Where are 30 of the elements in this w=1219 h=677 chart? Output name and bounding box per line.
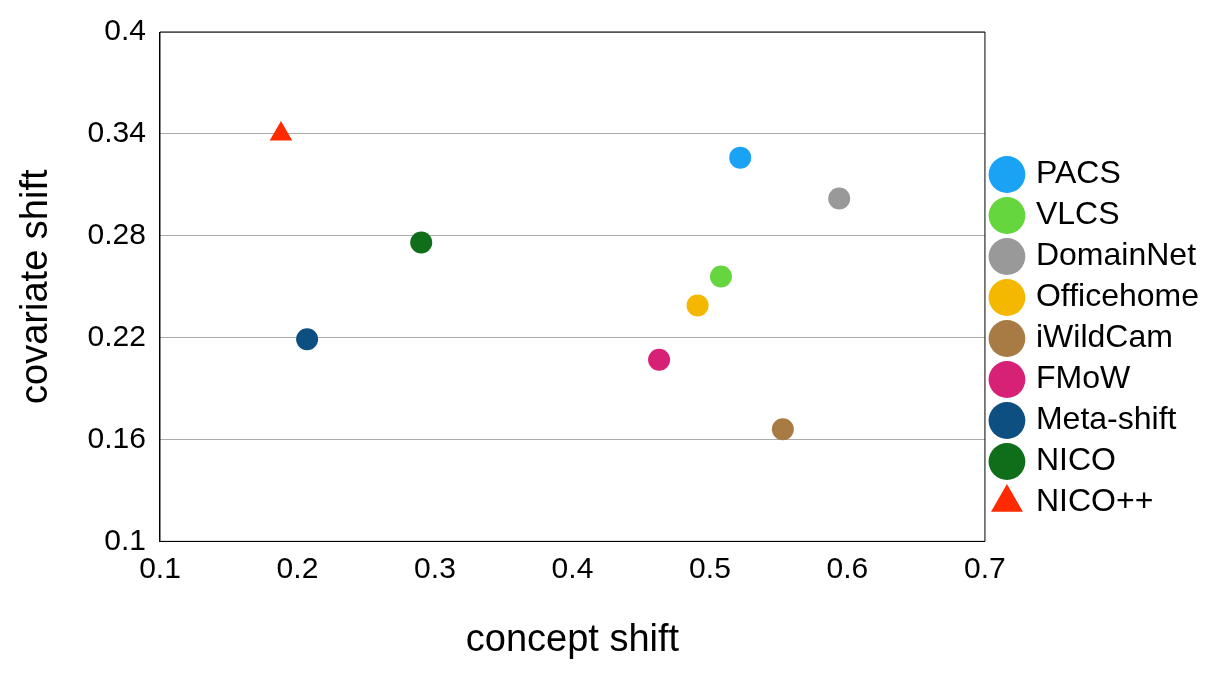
- x-tick-label: 0.5: [689, 550, 731, 584]
- legend-label: Officehome: [1035, 277, 1199, 314]
- point: [686, 294, 709, 317]
- legend-label: NICO: [1035, 441, 1116, 478]
- legend-label: FMoW: [1035, 359, 1131, 396]
- point: [771, 418, 794, 441]
- x-axis-title: concept shift: [465, 616, 680, 659]
- y-axis-title: covariate shift: [13, 169, 56, 404]
- x-tick-label: 0.7: [964, 550, 1006, 584]
- x-tick-label: 0.2: [276, 550, 319, 584]
- y-tick-label: 0.34: [87, 115, 146, 149]
- legend-label: NICO++: [1035, 482, 1154, 519]
- point: [410, 231, 433, 254]
- y-tick-label: 0.28: [87, 217, 146, 251]
- point: [709, 265, 732, 288]
- legend-label: iWildCam: [1035, 318, 1173, 355]
- x-tick-label: 0.6: [826, 550, 869, 584]
- y-tick-label: 0.4: [104, 13, 146, 47]
- legend-label: VLCS: [1035, 195, 1120, 232]
- point: [648, 348, 671, 371]
- point: [296, 328, 319, 351]
- y-tick-label: 0.22: [87, 318, 146, 352]
- point: [729, 146, 752, 169]
- legend-label: PACS: [1035, 154, 1121, 191]
- y-tick-label: 0.16: [87, 420, 146, 454]
- x-tick-label: 0.4: [551, 550, 594, 584]
- legend-label: DomainNet: [1035, 236, 1197, 273]
- legend-label: Meta-shift: [1035, 400, 1177, 437]
- point: [828, 187, 851, 210]
- x-tick-label: 0.3: [414, 550, 456, 584]
